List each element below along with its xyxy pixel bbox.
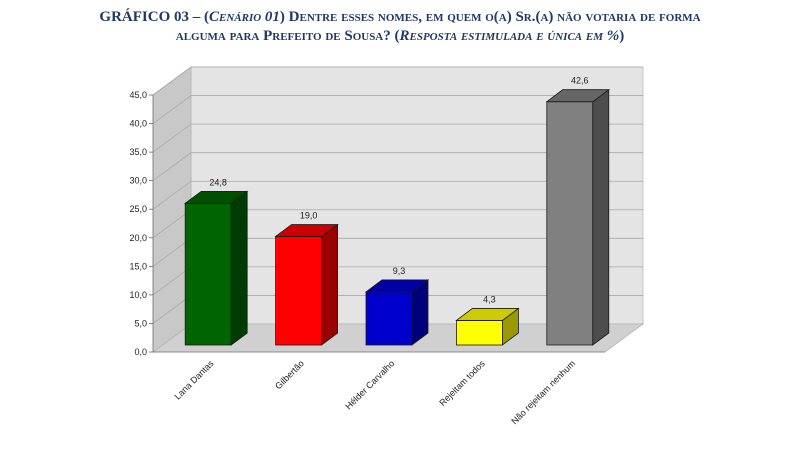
title-response-note: Resposta estimulada e única em % [399,28,620,44]
bar-1-side [321,223,339,346]
y-tick-label: 20,0 [129,233,147,243]
y-tick-label: 0,0 [134,347,147,357]
title-close-paren: ) [619,28,625,44]
title-question: ) Dentre esses nomes, em quem o(a) Sr.(a… [279,9,701,25]
chart-title-line-1: GRÁFICO 03 – (Cenário 01) Dentre esses n… [0,8,800,27]
y-tick-label: 45,0 [129,90,147,100]
bar-4-side [592,88,610,346]
bar-4-top [545,89,610,103]
data-label-3: 4,3 [483,294,496,304]
y-tick-label: 10,0 [129,290,147,300]
gridline [152,123,643,153]
data-label-4: 42,6 [571,76,589,86]
bar-1-top [274,224,339,237]
gridline [152,152,643,181]
bar-1-front [275,236,323,346]
bar-0-front [184,202,232,346]
category-label-0: Lana Dantas [172,358,216,402]
category-label-1: Gilbertão [273,358,306,391]
bar-2-front [365,291,413,346]
category-label-4: Não rejeitam nenhum [509,358,577,426]
category-label-3: Rejeitam todos [437,358,487,408]
chart-title-line-2: alguma para Prefeito de Sousa? (Resposta… [0,27,800,46]
gridline [152,66,643,96]
data-label-2: 9,3 [393,266,406,276]
gridline [152,180,643,210]
y-tick-label: 30,0 [129,176,147,186]
chart-title: GRÁFICO 03 – (Cenário 01) Dentre esses n… [0,8,800,46]
data-label-1: 19,0 [300,210,318,220]
bar-4-front [546,101,594,346]
y-tick-label: 40,0 [129,119,147,129]
y-tick-label: 15,0 [129,261,147,271]
bar-3-front [455,320,503,346]
data-label-0: 24,8 [209,177,227,187]
y-tick-label: 5,0 [134,318,147,328]
title-question-end: alguma para Prefeito de Sousa? ( [175,28,400,44]
gridline [152,95,643,124]
category-label-2: Hélder Carvalho [343,358,396,411]
y-tick-label: 35,0 [129,147,147,157]
bar-0-top [183,190,249,204]
bar-0-side [230,190,248,346]
bar-3-top [455,308,520,321]
bar-2-top [364,279,430,293]
y-tick-label: 25,0 [129,204,147,214]
title-scenario: Cenário 01 [208,9,280,25]
title-prefix: GRÁFICO 03 – ( [99,9,209,25]
